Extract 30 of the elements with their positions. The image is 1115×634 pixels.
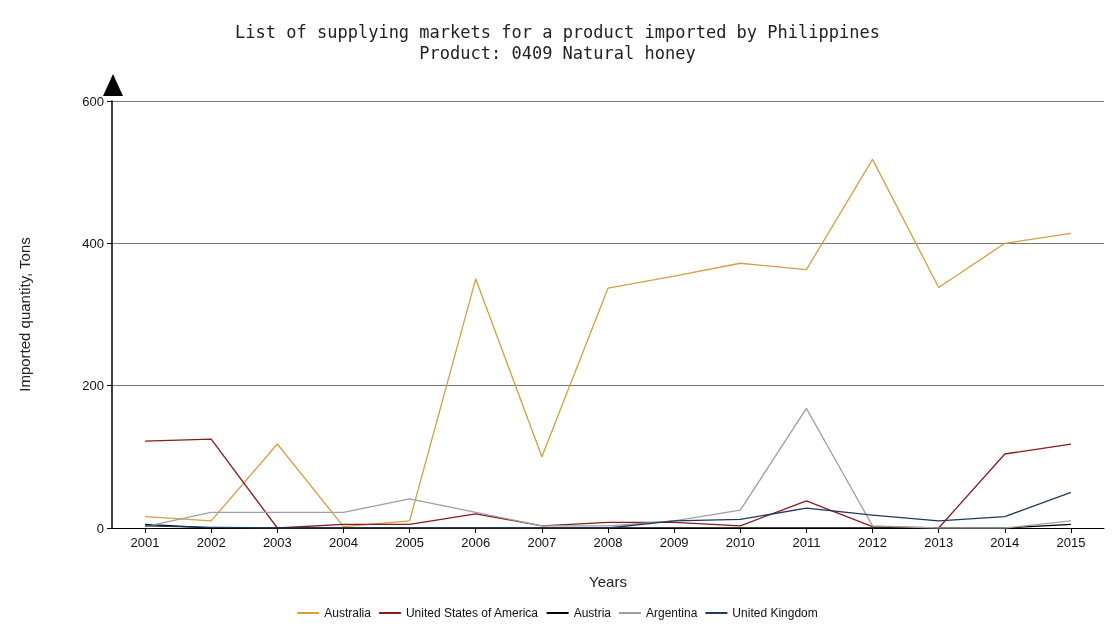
line-series	[144, 158, 1072, 528]
legend-label: United States of America	[405, 606, 539, 620]
chart-title: List of supplying markets for a product imported by Philippines	[235, 21, 880, 42]
x-tick-label: 2006	[461, 535, 491, 550]
y-tick-label: 200	[82, 378, 104, 394]
x-tick-label: 2009	[659, 535, 689, 550]
x-tick-label: 2001	[130, 535, 160, 550]
line-series	[144, 491, 1072, 529]
legend-label: Argentina	[646, 606, 698, 620]
x-axis-title: Years	[589, 573, 627, 590]
x-tick-label: 2007	[527, 535, 557, 550]
legend-label: Austria	[573, 606, 612, 620]
x-tick-label: 2010	[725, 535, 755, 550]
x-tick-label: 2011	[792, 535, 821, 550]
y-tick-label: 600	[82, 93, 104, 109]
x-tick-label: 2013	[924, 535, 954, 550]
chart-subtitle: Product: 0409 Natural honey	[419, 42, 696, 63]
y-tick-label: 0	[96, 520, 104, 536]
x-tick-label: 2005	[395, 535, 425, 550]
legend-label: United Kingdom	[732, 606, 818, 620]
x-tick-label: 2015	[1056, 535, 1086, 550]
x-tick-label: 2008	[593, 535, 623, 550]
legend-label: Australia	[324, 606, 372, 620]
y-axis-title: Imported quantity, Tons	[16, 237, 33, 392]
x-tick-label: 2014	[990, 535, 1020, 550]
x-tick-label: 2004	[329, 535, 358, 550]
x-tick-label: 2003	[262, 535, 292, 550]
x-tick-label: 2002	[196, 535, 226, 550]
x-tick-label: 2012	[858, 535, 887, 550]
y-tick-label: 400	[82, 235, 104, 251]
